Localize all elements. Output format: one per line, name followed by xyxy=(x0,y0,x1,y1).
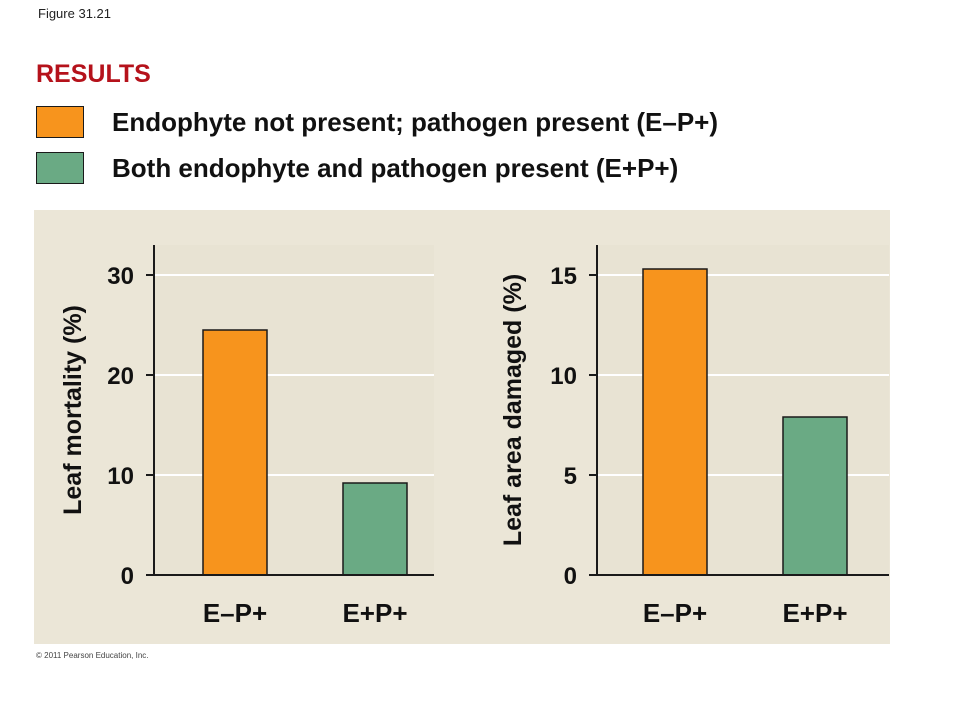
copyright-notice: © 2011 Pearson Education, Inc. xyxy=(36,651,149,660)
y-axis-label: Leaf area damaged (%) xyxy=(499,274,527,546)
x-tick-label: E+P+ xyxy=(782,598,847,628)
legend-item-e-minus-p-plus: Endophyte not present; pathogen present … xyxy=(36,106,718,138)
y-tick-label: 20 xyxy=(107,363,134,390)
y-tick-label: 10 xyxy=(107,463,134,490)
legend-item-e-plus-p-plus: Both endophyte and pathogen present (E+P… xyxy=(36,152,678,184)
y-tick-label: 15 xyxy=(550,263,577,290)
results-heading: RESULTS xyxy=(36,60,151,88)
chart-panel: 0 10 20 30 E–P+ E+P+ Leaf mortality (%) 0 5 10 15 E… xyxy=(34,210,890,644)
y-tick-label: 5 xyxy=(564,463,577,490)
bar-e-minus-p-plus xyxy=(642,268,708,576)
legend-swatch-green xyxy=(36,152,84,184)
figure-label: Figure 31.21 xyxy=(38,6,111,21)
y-tick-label: 0 xyxy=(121,563,134,590)
x-tick-label: E+P+ xyxy=(342,598,407,628)
legend-swatch-orange xyxy=(36,106,84,138)
charts-svg: 0 10 20 30 E–P+ E+P+ Leaf mortality (%) 0 5 10 15 E… xyxy=(59,245,889,628)
bar-e-plus-p-plus xyxy=(782,416,848,576)
bar-e-minus-p-plus xyxy=(202,329,268,576)
bar-e-plus-p-plus xyxy=(342,482,408,576)
y-tick-label: 30 xyxy=(107,263,134,290)
x-tick-label: E–P+ xyxy=(203,598,267,628)
x-tick-label: E–P+ xyxy=(643,598,707,628)
y-tick-label: 10 xyxy=(550,363,577,390)
y-axis-label: Leaf mortality (%) xyxy=(59,305,87,515)
legend-label: Both endophyte and pathogen present (E+P… xyxy=(112,152,679,183)
legend-label: Endophyte not present; pathogen present … xyxy=(112,106,718,137)
y-tick-label: 0 xyxy=(564,563,577,590)
